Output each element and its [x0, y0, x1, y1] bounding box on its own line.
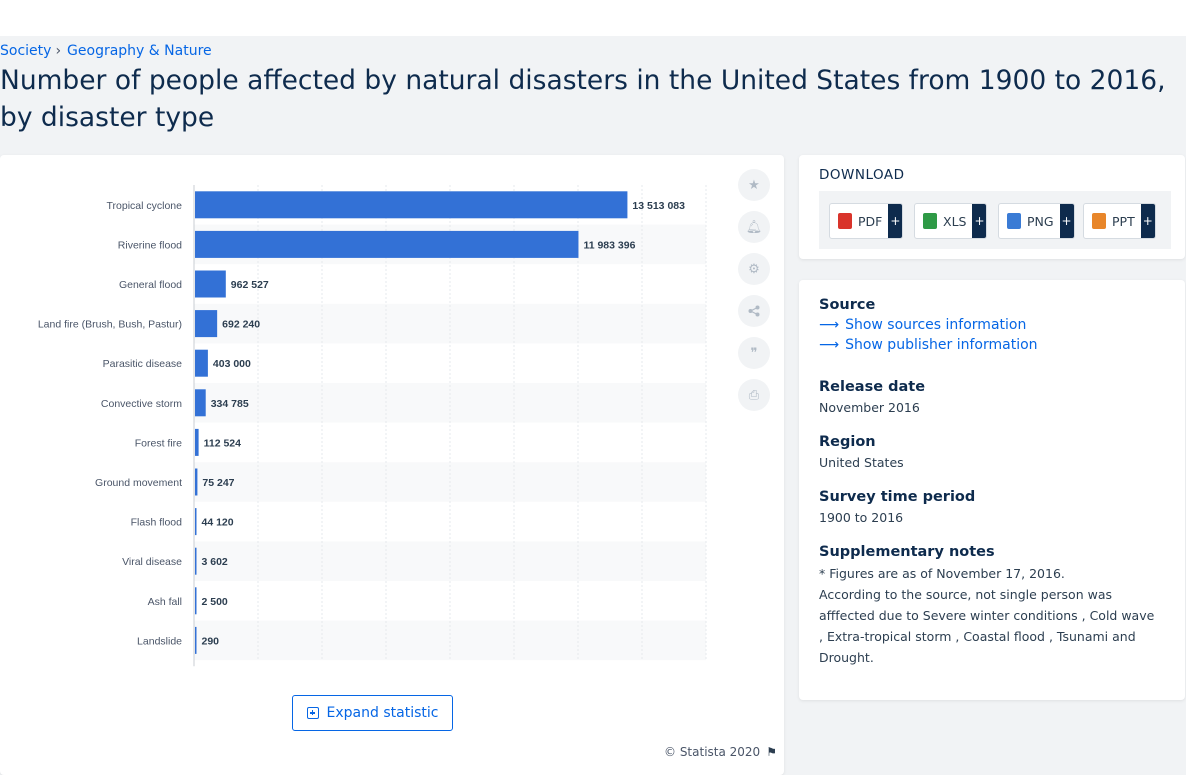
download-card: DOWNLOAD PDF + XLS + PNG + PPT + — [799, 155, 1185, 259]
download-png-label: PNG — [1027, 213, 1054, 229]
show-publisher-label: Show publisher information — [845, 337, 1038, 353]
download-xls-label: XLS — [943, 213, 967, 229]
page-title: Number of people affected by natural dis… — [0, 65, 1166, 133]
notes-section: Supplementary notes * Figures are as of … — [819, 544, 1159, 668]
value-label: 334 785 — [211, 398, 249, 410]
bar — [195, 389, 206, 417]
star-icon[interactable]: ★ — [738, 169, 770, 201]
quote-icon[interactable]: ❞ — [738, 337, 770, 369]
ppt-file-icon — [1092, 213, 1106, 229]
chart-card: Tropical cyclone 13 513 083 Riverine flood… — [0, 155, 784, 775]
show-sources-link[interactable]: ⟶ Show sources information — [819, 317, 1038, 333]
arrow-right-icon: ⟶ — [819, 317, 840, 333]
bar — [195, 191, 628, 219]
survey-value: 1900 to 2016 — [819, 510, 904, 525]
value-label: 112 524 — [204, 437, 242, 449]
download-pdf-label: PDF — [858, 213, 883, 229]
download-title: DOWNLOAD — [819, 167, 905, 183]
bar — [195, 508, 197, 536]
expand-statistic-button[interactable]: Expand statistic — [292, 695, 453, 731]
gear-icon[interactable]: ⚙ — [738, 253, 770, 285]
breadcrumb: Society › Geography & Nature — [0, 43, 216, 59]
category-label: Ground movement — [95, 477, 182, 489]
category-label: Ash fall — [148, 596, 182, 608]
bar — [195, 310, 218, 338]
bar — [195, 468, 198, 496]
value-label: 13 513 083 — [632, 200, 685, 212]
png-file-icon — [1007, 213, 1021, 229]
print-icon[interactable]: ⎙ — [738, 379, 770, 411]
plus-icon: + — [888, 204, 903, 238]
value-label: 403 000 — [213, 358, 251, 370]
breadcrumb-separator: › — [55, 43, 62, 59]
arrow-right-icon: ⟶ — [819, 337, 840, 353]
plus-icon: + — [1059, 204, 1074, 238]
bar — [195, 270, 226, 298]
expand-icon — [306, 707, 319, 719]
region-heading: Region — [819, 434, 876, 450]
category-label: Land fire (Brush, Bush, Pastur) — [38, 319, 182, 331]
region-value: United States — [819, 455, 904, 470]
notes-line-2: According to the source, not single pers… — [819, 587, 1155, 665]
copyright: © Statista 2020 ⚑ — [664, 745, 777, 759]
release-section: Release date November 2016 — [819, 379, 925, 415]
category-label: Parasitic disease — [103, 358, 183, 370]
value-label: 75 247 — [202, 477, 234, 489]
bar — [195, 547, 197, 575]
bell-icon[interactable]: 🔔︎ — [738, 211, 770, 243]
download-ppt-button[interactable]: PPT + — [1083, 203, 1156, 239]
copyright-text[interactable]: © Statista 2020 — [664, 745, 761, 759]
download-png-button[interactable]: PNG + — [998, 203, 1075, 239]
bar — [195, 587, 197, 615]
xls-file-icon — [923, 213, 937, 229]
survey-section: Survey time period 1900 to 2016 — [819, 489, 975, 525]
show-sources-label: Show sources information — [845, 317, 1027, 333]
source-section: Source ⟶ Show sources information ⟶ Show p… — [819, 297, 1038, 353]
value-label: 2 500 — [202, 596, 228, 608]
category-label: Forest fire — [135, 437, 182, 449]
plus-icon: + — [1140, 204, 1155, 238]
share-icon[interactable] — [738, 295, 770, 327]
category-label: Flash flood — [131, 517, 183, 529]
bar — [195, 626, 197, 654]
breadcrumb-item-society[interactable]: Society — [0, 43, 52, 59]
download-pdf-button[interactable]: PDF + — [829, 203, 904, 239]
release-heading: Release date — [819, 379, 926, 395]
value-label: 3 602 — [202, 556, 228, 568]
category-label: General flood — [119, 279, 182, 291]
notes-line-1: * Figures are as of November 17, 2016. — [819, 566, 1065, 581]
breadcrumb-item-geography[interactable]: Geography & Nature — [67, 43, 212, 59]
category-label: Tropical cyclone — [107, 200, 183, 212]
value-label: 962 527 — [231, 279, 269, 291]
value-label: 290 — [202, 635, 220, 647]
category-label: Riverine flood — [118, 239, 182, 251]
download-xls-button[interactable]: XLS + — [914, 203, 988, 239]
plus-icon: + — [972, 204, 987, 238]
value-label: 692 240 — [222, 319, 260, 331]
survey-heading: Survey time period — [819, 489, 976, 505]
bar — [195, 230, 579, 258]
category-label: Landslide — [137, 635, 182, 647]
bar — [195, 428, 199, 456]
category-label: Convective storm — [101, 398, 182, 410]
category-label: Viral disease — [122, 556, 182, 568]
value-label: 44 120 — [202, 517, 234, 529]
show-publisher-link[interactable]: ⟶ Show publisher information — [819, 337, 1038, 353]
chart-toolbar: ★ 🔔︎ ⚙ ❞ ⎙ — [738, 169, 770, 421]
release-value: November 2016 — [819, 400, 920, 415]
expand-label: Expand statistic — [326, 705, 439, 721]
source-heading: Source — [819, 297, 876, 313]
download-ppt-label: PPT — [1112, 213, 1135, 229]
meta-card: Source ⟶ Show sources information ⟶ Show p… — [799, 280, 1185, 700]
notes-heading: Supplementary notes — [819, 544, 995, 560]
region-section: Region United States — [819, 434, 904, 470]
top-strip — [0, 0, 1186, 36]
download-bar: PDF + XLS + PNG + PPT + — [819, 191, 1171, 249]
bar-chart: Tropical cyclone 13 513 083 Riverine flood… — [38, 185, 707, 667]
pdf-file-icon — [838, 213, 852, 229]
value-label: 11 983 396 — [583, 239, 635, 251]
flag-icon[interactable]: ⚑ — [766, 745, 777, 759]
bar — [195, 349, 208, 377]
